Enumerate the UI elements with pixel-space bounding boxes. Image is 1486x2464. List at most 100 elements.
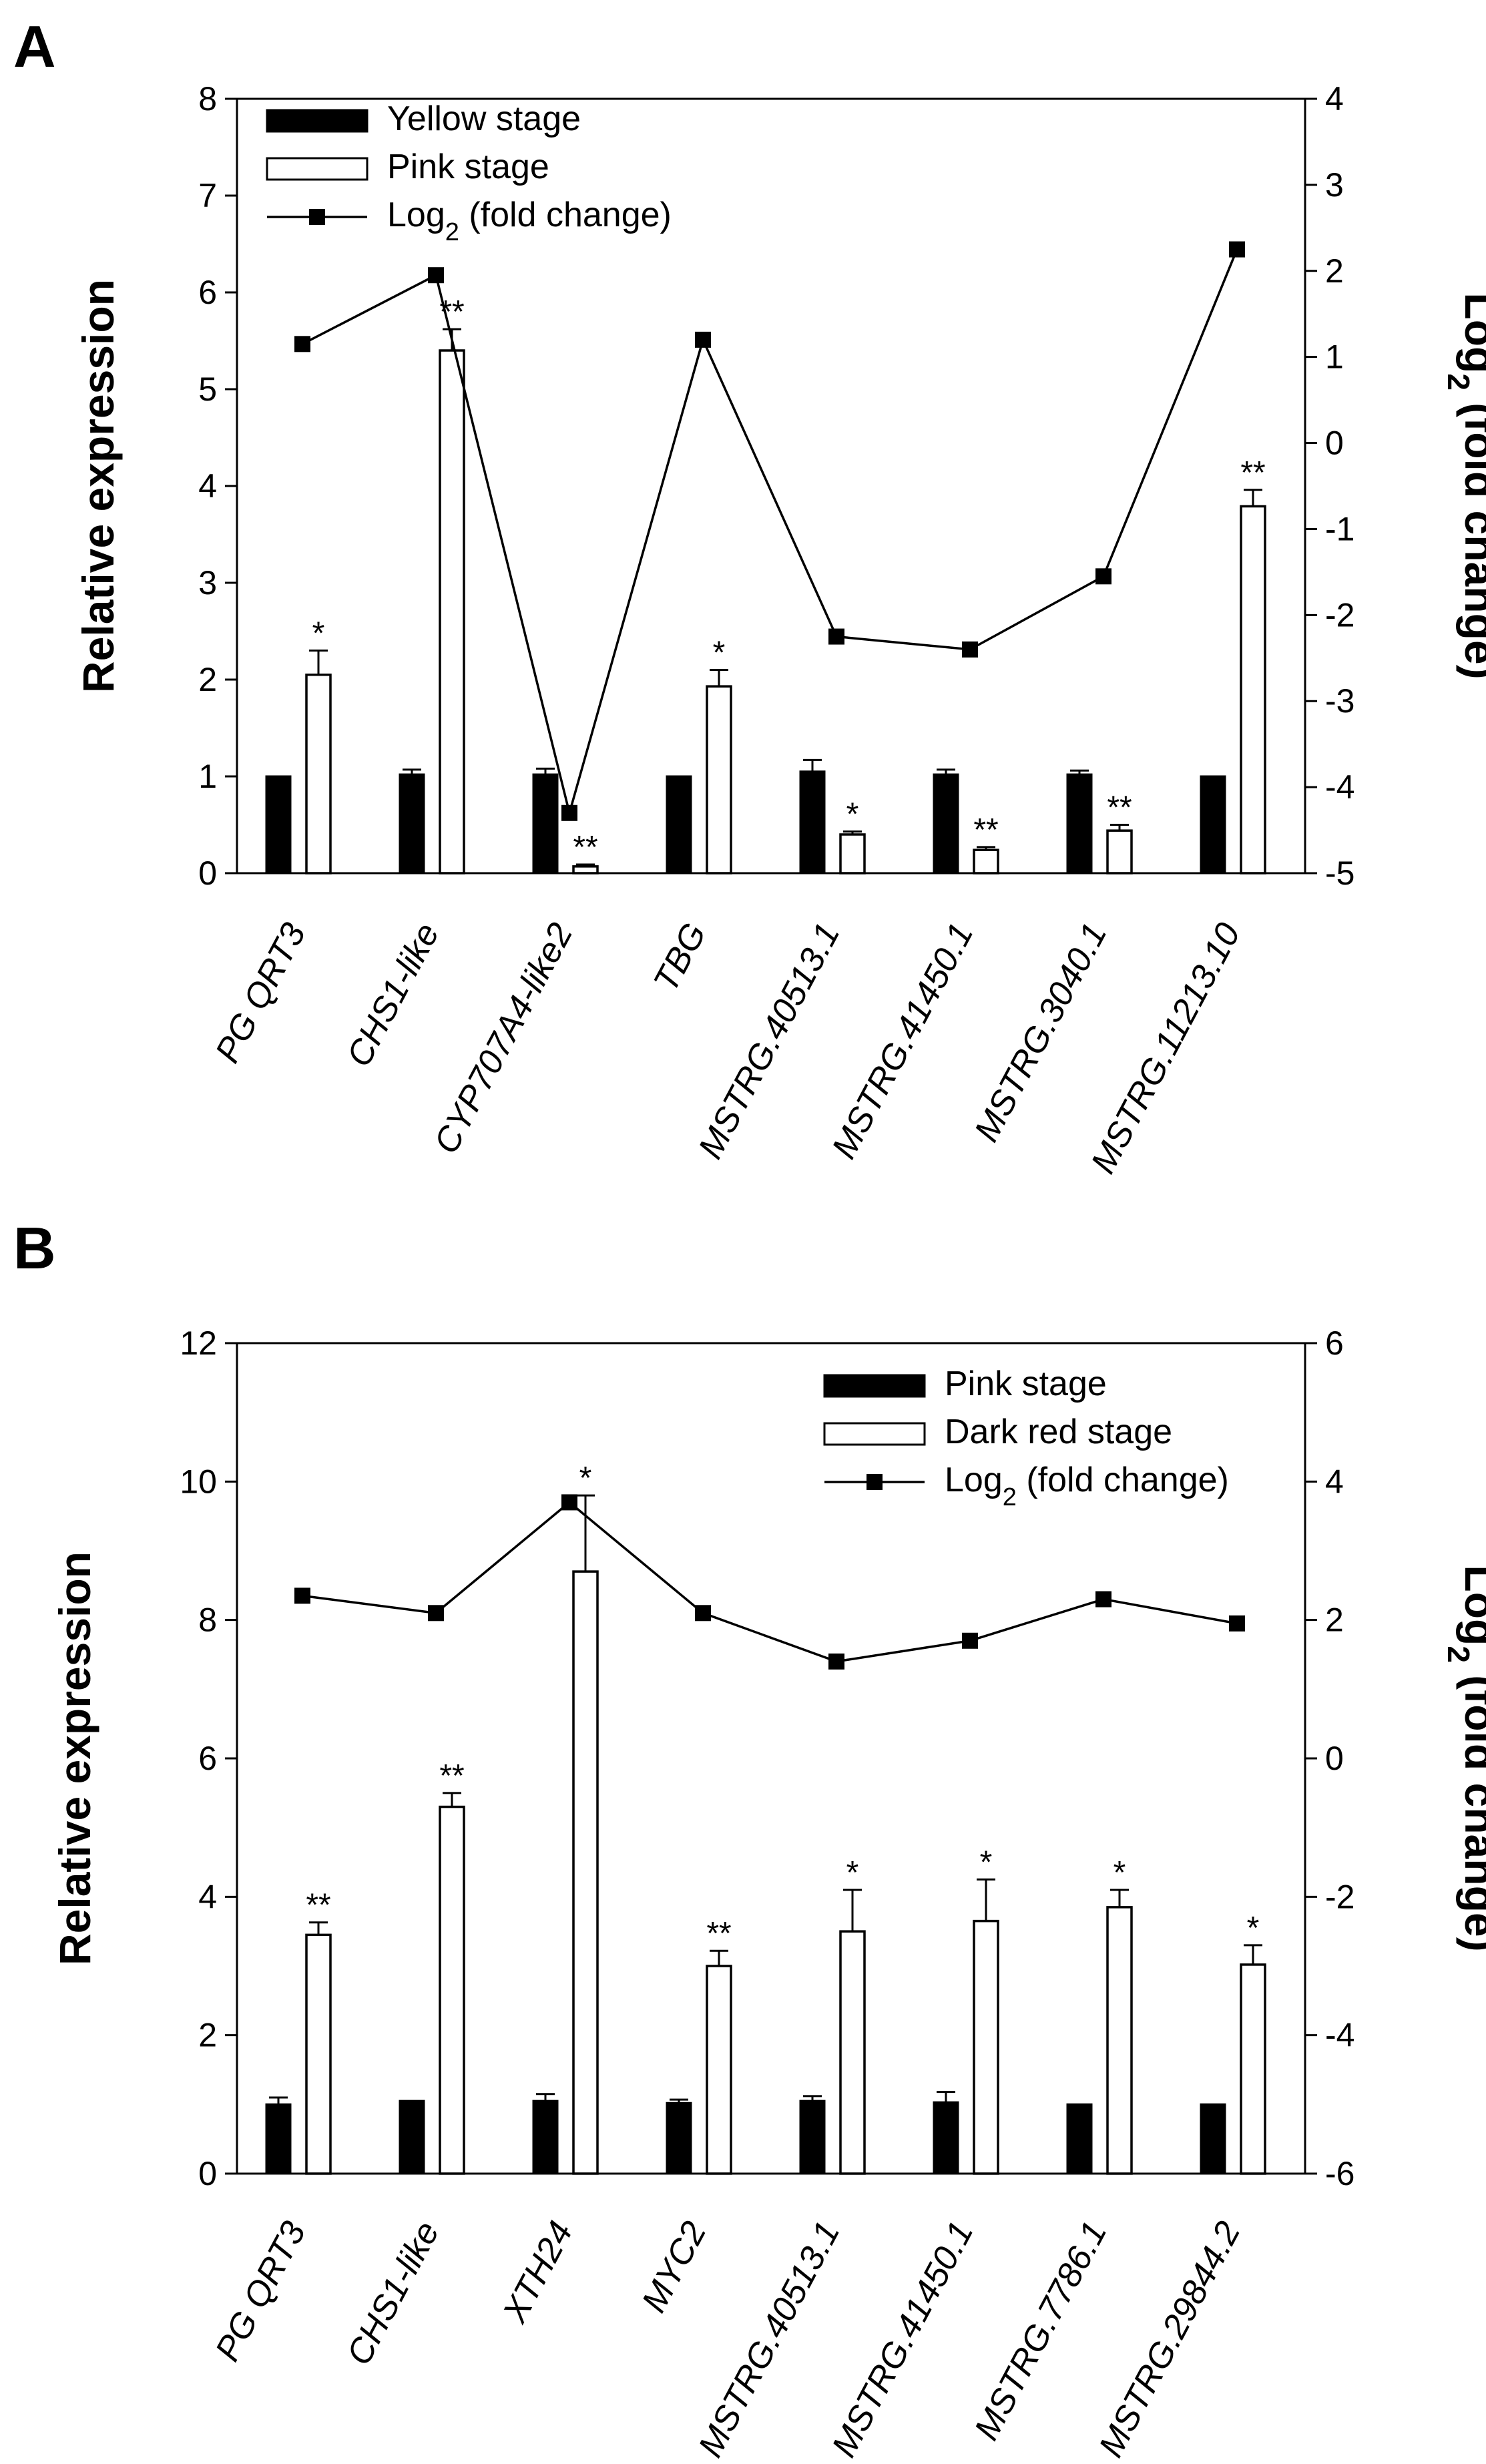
legend-label: Pink stage (945, 1365, 1107, 1403)
bar-pink-stage (973, 848, 999, 875)
fold-change-marker (294, 1587, 310, 1604)
category-label: MSTRG.3040.1 (967, 917, 1115, 1148)
category-label: TBG (646, 917, 714, 998)
bar-pink-stage (933, 2101, 959, 2175)
right-tick-label: -2 (1325, 596, 1354, 634)
bar-dark-red-stage (1106, 1906, 1133, 2175)
bar-yellow-stage (1200, 775, 1226, 875)
significance-mark: ** (439, 294, 464, 330)
bar-pink-stage (839, 833, 866, 875)
right-tick-label: -1 (1325, 510, 1354, 547)
bar-pink-stage (265, 2103, 292, 2175)
fold-change-marker (828, 1653, 844, 1670)
bar-dark-red-stage (839, 1930, 866, 2175)
left-tick-label: 4 (198, 1878, 217, 1915)
bar-pink-stage (1200, 2103, 1226, 2175)
left-tick-label: 10 (180, 1463, 217, 1500)
bar-dark-red-stage (572, 1570, 599, 2175)
category-label: PG QRT3 (208, 2215, 314, 2367)
panel-label: B (13, 1215, 56, 1281)
fold-change-marker (695, 1605, 711, 1622)
right-tick-label: 3 (1325, 166, 1344, 204)
fold-change-line (302, 248, 1238, 818)
right-tick-label: 6 (1325, 1324, 1344, 1362)
category-label: MSTRG.7786.1 (967, 2215, 1115, 2446)
left-tick-label: 2 (198, 2017, 217, 2054)
bar-pink-stage (1066, 2103, 1093, 2175)
bar-pink-stage (439, 349, 465, 875)
category-label: CHS1-like (339, 917, 447, 1073)
fold-change-marker (962, 1632, 978, 1649)
right-tick-label: 0 (1325, 1740, 1344, 1777)
y-axis-title: Relative expression (50, 1551, 99, 1965)
category-label: CYP707A4-like2 (427, 917, 580, 1160)
legend-label: Yellow stage (387, 99, 581, 138)
category-label: MSTRG.41450.1 (824, 917, 981, 1165)
right-tick-label: 2 (1325, 252, 1344, 290)
bar-yellow-stage (799, 770, 826, 875)
bar-pink-stage (1240, 505, 1266, 875)
panel-label: A (13, 13, 56, 79)
left-tick-label: 4 (198, 467, 217, 505)
bar-dark-red-stage (305, 1933, 332, 2175)
bar-yellow-stage (265, 775, 292, 875)
bar-pink-stage (399, 2100, 425, 2175)
category-label: MSTRG.11213.10 (1083, 917, 1248, 1180)
left-tick-label: 8 (198, 80, 217, 117)
significance-mark: ** (306, 1888, 330, 1923)
fold-change-marker (1095, 1591, 1111, 1608)
left-tick-label: 7 (198, 177, 217, 214)
significance-mark: * (846, 797, 859, 832)
bar-dark-red-stage (973, 1919, 999, 2175)
significance-mark: ** (439, 1758, 464, 1794)
category-label: CHS1-like (339, 2215, 447, 2371)
right-tick-label: -3 (1325, 682, 1354, 720)
left-tick-label: 8 (198, 1601, 217, 1639)
bar-dark-red-stage (706, 1965, 732, 2175)
left-tick-label: 6 (198, 1740, 217, 1777)
legend-swatch-dark (266, 109, 368, 133)
fold-change-marker (428, 267, 444, 284)
fold-change-marker (695, 331, 711, 348)
significance-mark: * (1247, 1911, 1260, 1946)
bar-pink-stage (532, 2100, 559, 2175)
left-tick-label: 6 (198, 274, 217, 311)
right-tick-label: 4 (1325, 1463, 1344, 1500)
fold-change-marker (1229, 1615, 1245, 1632)
fold-change-marker (962, 641, 978, 658)
significance-mark: * (1113, 1855, 1126, 1891)
right-tick-label: -6 (1325, 2155, 1354, 2192)
significance-mark: ** (573, 830, 597, 865)
bar-yellow-stage (532, 773, 559, 875)
bar-yellow-stage (399, 773, 425, 875)
legend-swatch-dark (823, 1374, 926, 1398)
right-tick-label: -2 (1325, 1878, 1354, 1915)
legend-swatch-marker (866, 1474, 883, 1490)
bar-pink-stage (706, 685, 732, 875)
left-tick-label: 0 (198, 2155, 217, 2192)
right-tick-label: -5 (1325, 854, 1354, 892)
fold-change-line (302, 1501, 1238, 1663)
fold-change-marker (561, 1494, 577, 1511)
legend-swatch-open (266, 157, 368, 181)
fold-change-marker (561, 804, 577, 821)
legend-swatch-marker (309, 209, 325, 225)
bar-yellow-stage (666, 775, 692, 875)
significance-mark: * (312, 616, 325, 652)
significance-mark: ** (1240, 455, 1265, 491)
significance-mark: ** (1107, 790, 1132, 826)
bar-pink-stage (305, 674, 332, 875)
category-label: MSTRG.40513.1 (691, 2215, 847, 2463)
y2-axis-title: Log2 (fold change) (1441, 1565, 1486, 1951)
category-label: MSTRG.40513.1 (691, 917, 847, 1165)
right-tick-label: 0 (1325, 425, 1344, 462)
fold-change-marker (1095, 568, 1111, 585)
left-tick-label: 0 (198, 854, 217, 892)
bar-pink-stage (666, 2102, 692, 2175)
right-tick-label: 2 (1325, 1601, 1344, 1639)
significance-mark: * (579, 1461, 592, 1496)
category-label: XTH24 (495, 2215, 581, 2329)
fold-change-marker (428, 1605, 444, 1622)
legend-label: Log2 (fold change) (945, 1461, 1229, 1511)
